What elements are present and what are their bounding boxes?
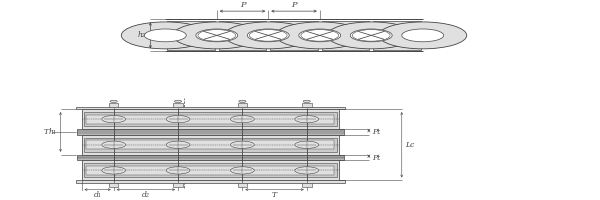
Circle shape [145, 29, 186, 42]
Circle shape [295, 141, 319, 148]
Bar [77, 155, 344, 160]
Bar [82, 135, 339, 155]
Circle shape [350, 29, 392, 42]
Bar [270, 21, 318, 50]
Circle shape [230, 141, 254, 148]
Text: h₁: h₁ [49, 128, 57, 136]
Bar [322, 21, 370, 50]
Circle shape [239, 100, 246, 102]
Circle shape [102, 167, 125, 174]
Bar [373, 21, 421, 50]
Bar [82, 109, 339, 129]
Bar [84, 138, 337, 152]
Circle shape [247, 29, 289, 42]
Circle shape [102, 141, 125, 148]
Circle shape [230, 116, 254, 123]
Circle shape [230, 167, 254, 174]
Bar [167, 21, 215, 50]
Bar [109, 183, 118, 187]
Bar [82, 160, 339, 180]
Bar [86, 166, 334, 175]
Circle shape [276, 22, 364, 49]
Bar [238, 103, 247, 107]
Circle shape [102, 116, 125, 123]
Text: Pt: Pt [372, 128, 380, 136]
Circle shape [327, 22, 415, 49]
Circle shape [121, 22, 209, 49]
Text: T: T [43, 128, 49, 136]
Bar [173, 183, 183, 187]
Bar [86, 115, 334, 124]
Text: P: P [240, 1, 245, 9]
Circle shape [173, 22, 261, 49]
Circle shape [299, 29, 341, 42]
Circle shape [303, 100, 310, 102]
Bar [173, 103, 183, 107]
Bar [76, 107, 345, 109]
Circle shape [379, 22, 467, 49]
Circle shape [166, 167, 190, 174]
Bar [238, 183, 247, 187]
Bar [302, 103, 311, 107]
Text: Pt: Pt [372, 154, 380, 162]
Circle shape [224, 22, 312, 49]
Text: h₂: h₂ [137, 31, 146, 39]
Circle shape [166, 116, 190, 123]
Bar [86, 140, 334, 149]
Text: d₁: d₁ [94, 191, 101, 199]
Bar [76, 180, 345, 183]
Circle shape [402, 29, 443, 42]
Text: P: P [291, 1, 297, 9]
Bar [218, 21, 266, 50]
Bar [302, 183, 311, 187]
Text: Lc: Lc [406, 141, 415, 149]
Circle shape [175, 100, 182, 102]
Bar [109, 103, 118, 107]
Text: T: T [272, 191, 277, 199]
Text: d₂: d₂ [142, 191, 150, 199]
Bar [84, 163, 337, 177]
Circle shape [166, 141, 190, 148]
Circle shape [295, 167, 319, 174]
Circle shape [295, 116, 319, 123]
Circle shape [110, 100, 117, 102]
Circle shape [196, 29, 238, 42]
Bar [77, 129, 344, 135]
Bar [84, 112, 337, 126]
